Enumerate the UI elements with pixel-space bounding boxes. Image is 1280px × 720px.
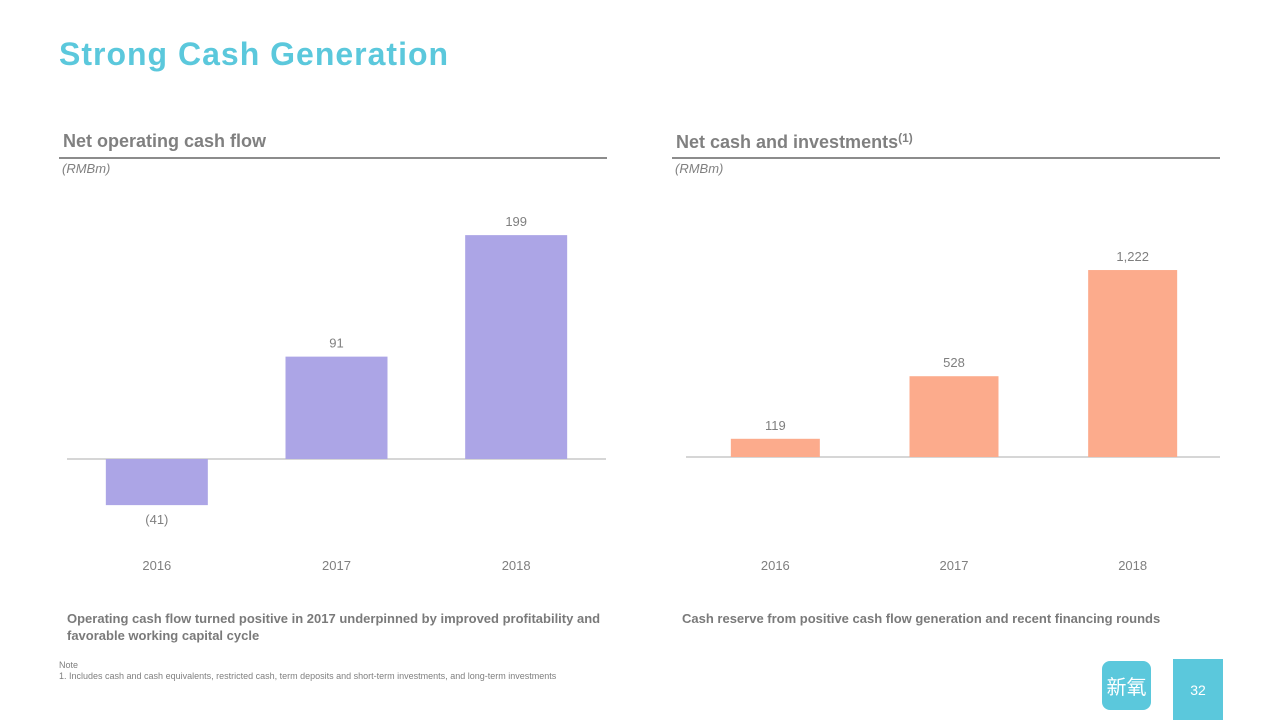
unit-label: (RMBm) (675, 161, 724, 176)
panel-header: Net operating cash flow (59, 128, 607, 159)
operating-cash-flow-chart: (41) 2016 91 2017 199 2018 (67, 214, 606, 573)
note-text: 1. Includes cash and cash equivalents, r… (59, 671, 557, 681)
net-cash-caption: Cash reserve from positive cash flow gen… (682, 611, 1161, 626)
slide-title: Strong Cash Generation (59, 36, 450, 72)
footnote-mark: (1) (898, 131, 913, 145)
bar-2016 (730, 438, 820, 457)
panel-title-text: Net cash and investments (676, 132, 899, 152)
net-cash-chart: 119 2016 528 2017 1,222 2018 (686, 249, 1220, 573)
operating-cash-flow-caption: Operating cash flow turned positive in 2… (67, 611, 601, 643)
panel-header: Net cash and investments(1) (672, 128, 1220, 159)
x-tick-label: 2017 (940, 558, 969, 573)
bar-2017 (285, 356, 388, 459)
data-label: (41) (145, 512, 168, 527)
data-label: 119 (765, 418, 786, 433)
panel-title: Net cash and investments(1) (676, 131, 913, 153)
x-tick-label: 2018 (502, 558, 531, 573)
page-number: 32 (1173, 659, 1223, 720)
x-tick-label: 2016 (142, 558, 171, 573)
bar-2017 (909, 376, 999, 457)
x-tick-label: 2018 (1118, 558, 1147, 573)
data-label: 199 (505, 214, 527, 229)
company-logo: 新氧 (1102, 661, 1151, 710)
data-label: 91 (329, 336, 343, 351)
data-label: 1,222 (1116, 249, 1149, 264)
x-tick-label: 2016 (761, 558, 790, 573)
bar-2016 (105, 459, 208, 506)
data-label: 528 (943, 355, 965, 370)
note-heading: Note (59, 660, 79, 670)
bar-2018 (1088, 270, 1178, 457)
footnote: Note 1. Includes cash and cash equivalen… (59, 660, 556, 682)
x-tick-label: 2017 (322, 558, 351, 573)
bar-2018 (465, 235, 568, 459)
net-cash-panel: Net cash and investments(1) (RMBm) 119 20… (672, 128, 1220, 598)
unit-label: (RMBm) (62, 161, 111, 176)
panel-title: Net operating cash flow (63, 131, 267, 151)
operating-cash-flow-panel: Net operating cash flow (RMBm) (41) 2016 9… (59, 128, 607, 598)
